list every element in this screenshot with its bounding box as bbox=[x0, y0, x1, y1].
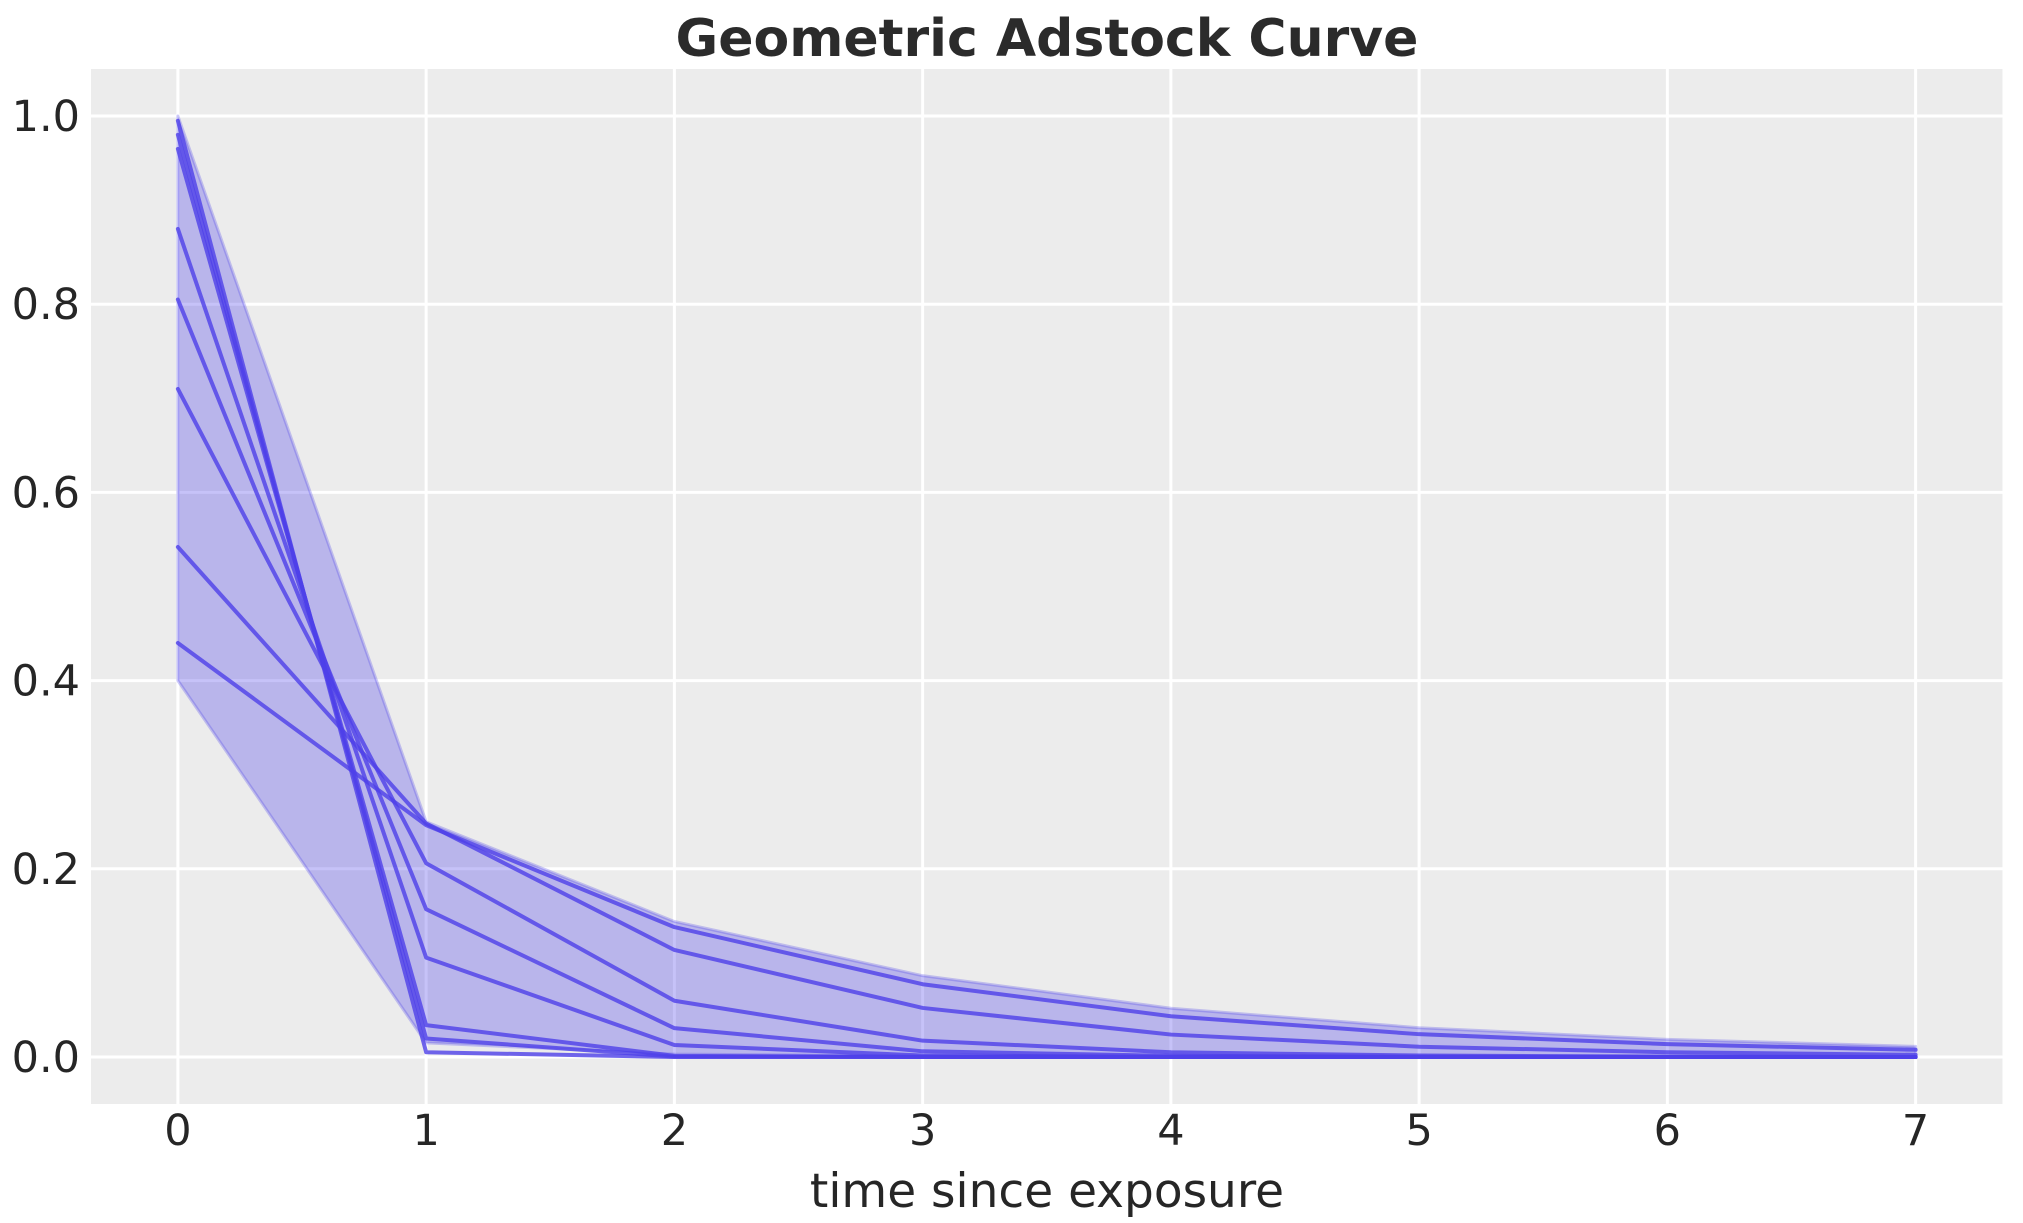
tick-label-layer: 0.0 0.2 0.4 0.6 0.8 1.0 0 1 2 3 4 5 6 7 bbox=[12, 92, 1930, 1156]
x-tick-label: 4 bbox=[1157, 1106, 1184, 1156]
x-tick-label: 7 bbox=[1902, 1106, 1929, 1156]
series-layer bbox=[175, 118, 1918, 1059]
x-tick-label: 2 bbox=[661, 1106, 688, 1156]
x-tick-label: 3 bbox=[909, 1106, 936, 1156]
y-tick-label: 0.0 bbox=[12, 1033, 80, 1083]
y-tick-label: 0.6 bbox=[12, 468, 80, 518]
axes-background bbox=[91, 69, 2003, 1104]
x-tick-label: 5 bbox=[1405, 1106, 1432, 1156]
chart-title: Geometric Adstock Curve bbox=[676, 9, 1419, 69]
adstock-sample-alpha-0.005 bbox=[175, 118, 1918, 1059]
y-tick-label: 1.0 bbox=[12, 92, 80, 142]
y-tick-label: 0.2 bbox=[12, 845, 80, 895]
gridline-layer bbox=[91, 69, 2003, 1104]
axes-background-layer bbox=[91, 69, 2003, 1104]
x-tick-label: 0 bbox=[164, 1106, 191, 1156]
x-tick-label: 6 bbox=[1654, 1106, 1681, 1156]
y-tick-label: 0.4 bbox=[12, 657, 80, 707]
x-axis-label: time since exposure bbox=[810, 1164, 1284, 1219]
y-tick-label: 0.8 bbox=[12, 280, 80, 330]
adstock-sample-alpha-0.46 bbox=[175, 544, 1918, 1057]
x-tick-label: 1 bbox=[412, 1106, 439, 1156]
adstock-sample-alpha-0.56 bbox=[175, 640, 1918, 1052]
